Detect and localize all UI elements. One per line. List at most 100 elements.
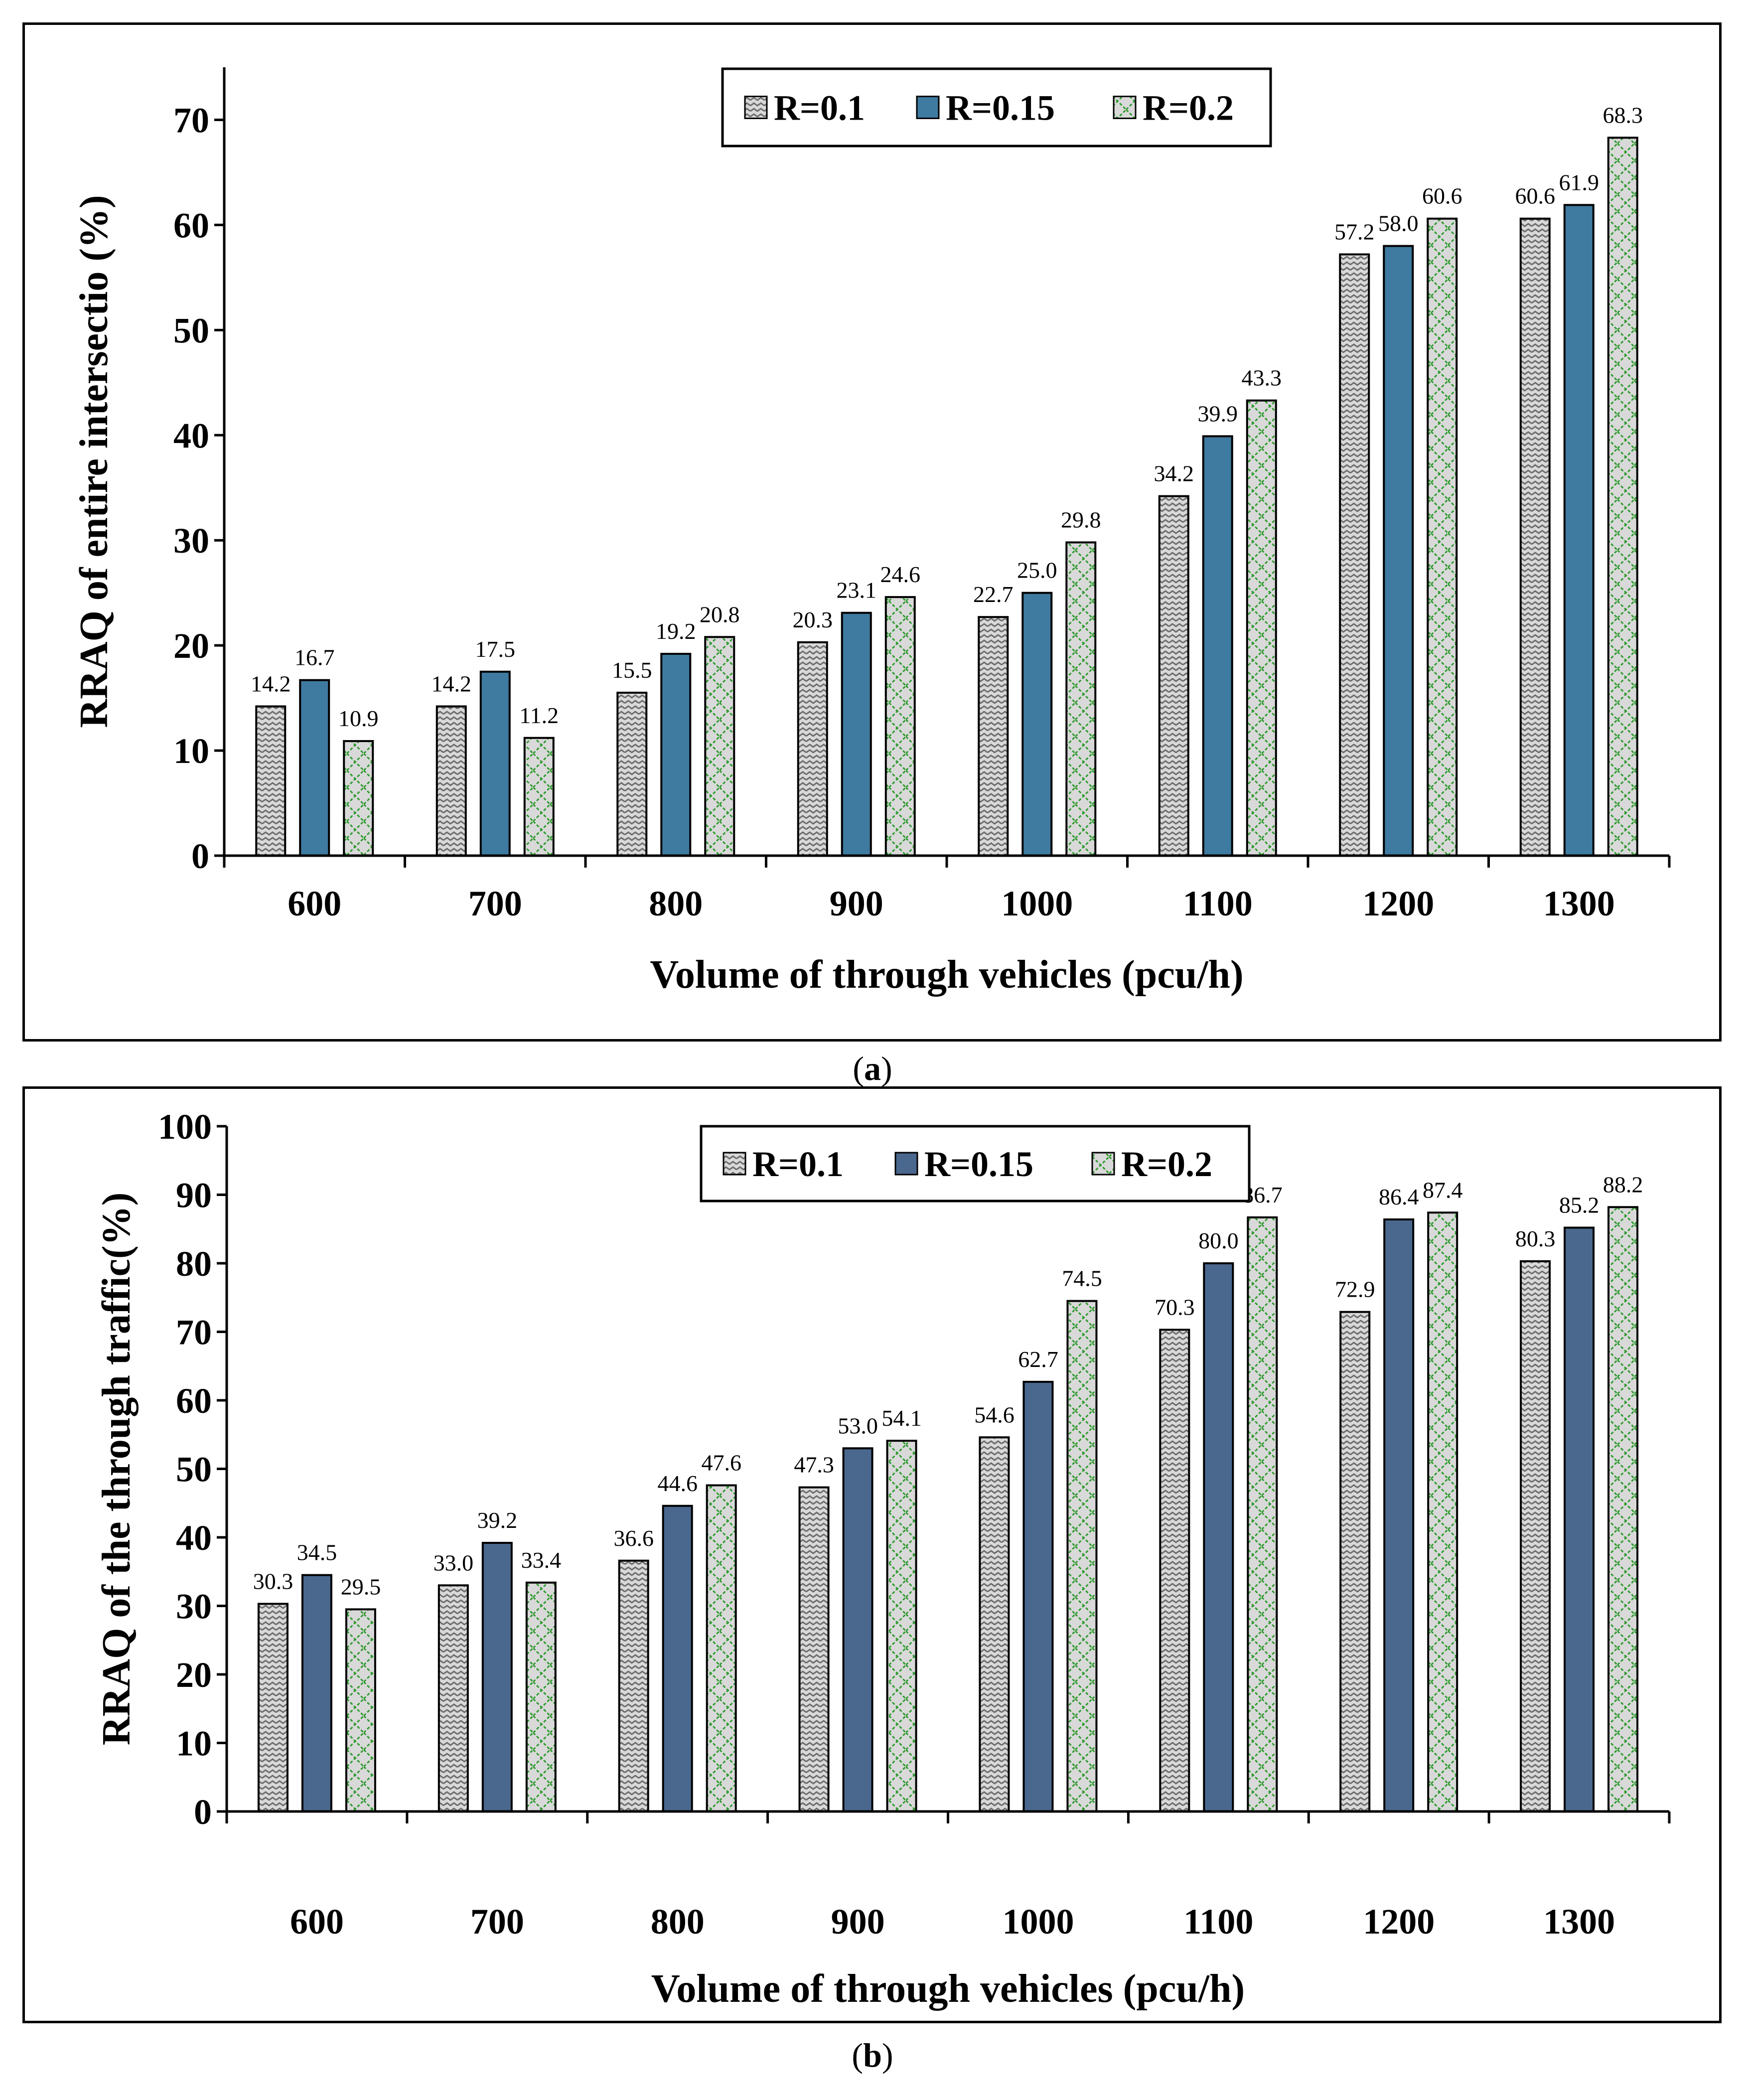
legend-label: R=0.1 <box>774 88 865 128</box>
data-label: 30.3 <box>253 1568 293 1594</box>
legend-swatch <box>1091 1152 1115 1176</box>
bar-R=0.2-1100 <box>1247 1216 1278 1812</box>
legend-label: R=0.2 <box>1121 1144 1212 1184</box>
bar-R=0.2-700 <box>525 1581 557 1812</box>
data-label: 17.5 <box>475 636 516 662</box>
bar-R=0.2-1200 <box>1427 217 1458 857</box>
x-tick-label: 700 <box>470 1902 524 1942</box>
y-tick-label: 10 <box>176 1724 212 1764</box>
data-label: 29.8 <box>1061 507 1101 532</box>
y-tick-label: 10 <box>173 731 209 771</box>
bar-R=0.15-900 <box>842 1447 873 1812</box>
bar-R=0.15-700 <box>481 1542 513 1812</box>
data-label: 14.2 <box>432 671 472 696</box>
bar-R=0.15-1200 <box>1383 245 1414 857</box>
y-axis-title: RRAQ of entire intersectio (%) <box>72 195 116 728</box>
x-tick-label: 1000 <box>1001 884 1073 923</box>
bar-R=0.1-1300 <box>1519 217 1551 857</box>
y-tick-label: 50 <box>173 310 209 350</box>
y-tick-label: 0 <box>194 1792 212 1832</box>
bar-R=0.15-1000 <box>1021 592 1053 857</box>
bar-R=0.2-1100 <box>1246 399 1277 857</box>
legend-swatch <box>894 1152 918 1176</box>
data-label: 54.1 <box>881 1405 922 1431</box>
chart-b: 30.334.529.5 33.039.233.4 36.6 44.647.6 47.3… <box>95 1107 1671 2011</box>
bar-R=0.15-1300 <box>1564 1226 1595 1812</box>
data-label: 16.7 <box>294 645 335 670</box>
legend-swatch <box>1113 96 1137 119</box>
legend-box <box>721 67 1272 148</box>
bar-R=0.1-700 <box>437 1584 469 1812</box>
x-tick-label: 900 <box>831 1902 885 1942</box>
bar-R=0.2-1300 <box>1607 1206 1639 1812</box>
y-axis-title: RRAQ of the through traffic(%) <box>95 1193 139 1745</box>
data-label: 70.3 <box>1155 1294 1195 1320</box>
data-label: 88.2 <box>1603 1172 1643 1197</box>
data-label: 15.5 <box>612 657 652 683</box>
data-label: 58.0 <box>1378 211 1419 236</box>
legend-label: R=0.15 <box>924 1144 1033 1184</box>
x-axis-title: Volume of through vehicles (pcu/h) <box>651 1967 1245 2011</box>
x-axis-title: Volume of through vehicles (pcu/h) <box>650 953 1243 997</box>
y-tick-label: 40 <box>173 416 209 455</box>
y-tick-label: 0 <box>191 836 209 876</box>
data-label: 23.1 <box>837 578 877 603</box>
bar-R=0.1-900 <box>797 641 828 857</box>
data-label: 24.6 <box>880 562 921 587</box>
data-label: 22.7 <box>973 582 1014 607</box>
bar-R=0.2-1000 <box>1066 1300 1098 1812</box>
chart-a: 14.216.710.914.217.511.215.519.220.8 20.3… <box>72 67 1671 997</box>
y-tick-label: 100 <box>158 1107 212 1147</box>
data-label: 33.4 <box>521 1547 562 1573</box>
bar-R=0.1-1100 <box>1159 1329 1190 1812</box>
bar-R=0.15-900 <box>841 611 872 857</box>
data-label: 47.6 <box>701 1450 741 1476</box>
data-label: 10.9 <box>338 706 379 731</box>
bar-R=0.2-600 <box>343 740 374 857</box>
bar-R=0.2-1200 <box>1427 1211 1458 1812</box>
bar-R=0.15-800 <box>660 653 692 857</box>
x-tick-label: 1200 <box>1363 1902 1435 1942</box>
bar-R=0.2-600 <box>345 1608 376 1812</box>
bar-R=0.1-1200 <box>1339 253 1370 857</box>
data-label: 47.3 <box>794 1452 834 1478</box>
bar-R=0.1-1200 <box>1339 1311 1371 1812</box>
legend-label: R=0.15 <box>946 88 1055 128</box>
y-tick-label: 70 <box>176 1313 212 1352</box>
data-label: 54.6 <box>974 1402 1015 1427</box>
x-tick-label: 800 <box>649 884 703 923</box>
data-label: 80.3 <box>1515 1226 1556 1251</box>
y-tick-label: 40 <box>176 1518 212 1558</box>
bar-R=0.2-1000 <box>1065 541 1097 857</box>
bar-R=0.15-1100 <box>1202 435 1233 857</box>
data-label: 34.2 <box>1154 461 1194 486</box>
bar-R=0.2-800 <box>704 636 735 857</box>
panel-b-caption: (b) <box>852 2036 893 2074</box>
legend-box <box>700 1125 1251 1202</box>
data-label: 74.5 <box>1062 1266 1102 1291</box>
y-tick-label: 70 <box>173 100 209 140</box>
bar-R=0.2-900 <box>884 596 916 857</box>
data-label: 39.2 <box>477 1507 518 1533</box>
data-label: 19.2 <box>656 618 696 644</box>
bar-R=0.1-600 <box>257 1603 289 1812</box>
x-tick-label: 600 <box>288 884 341 923</box>
data-label: 86.4 <box>1379 1184 1419 1209</box>
bar-R=0.15-800 <box>662 1504 693 1812</box>
bar-R=0.1-1300 <box>1520 1260 1551 1812</box>
x-tick-label: 1300 <box>1543 884 1615 923</box>
bar-R=0.2-900 <box>886 1440 917 1812</box>
x-tick-label: 900 <box>830 884 883 923</box>
data-label: 60.6 <box>1422 183 1462 209</box>
legend-swatch <box>916 96 940 119</box>
y-tick-label: 90 <box>176 1176 212 1215</box>
bar-R=0.15-700 <box>479 670 511 857</box>
y-tick-label: 20 <box>176 1655 212 1695</box>
y-tick-label: 30 <box>176 1587 212 1627</box>
bar-R=0.2-700 <box>523 737 555 857</box>
bar-R=0.1-1000 <box>978 616 1009 857</box>
y-tick-label: 50 <box>176 1450 212 1490</box>
data-label: 39.9 <box>1198 401 1238 426</box>
data-label: 11.2 <box>519 703 559 728</box>
bar-R=0.1-900 <box>798 1486 830 1812</box>
